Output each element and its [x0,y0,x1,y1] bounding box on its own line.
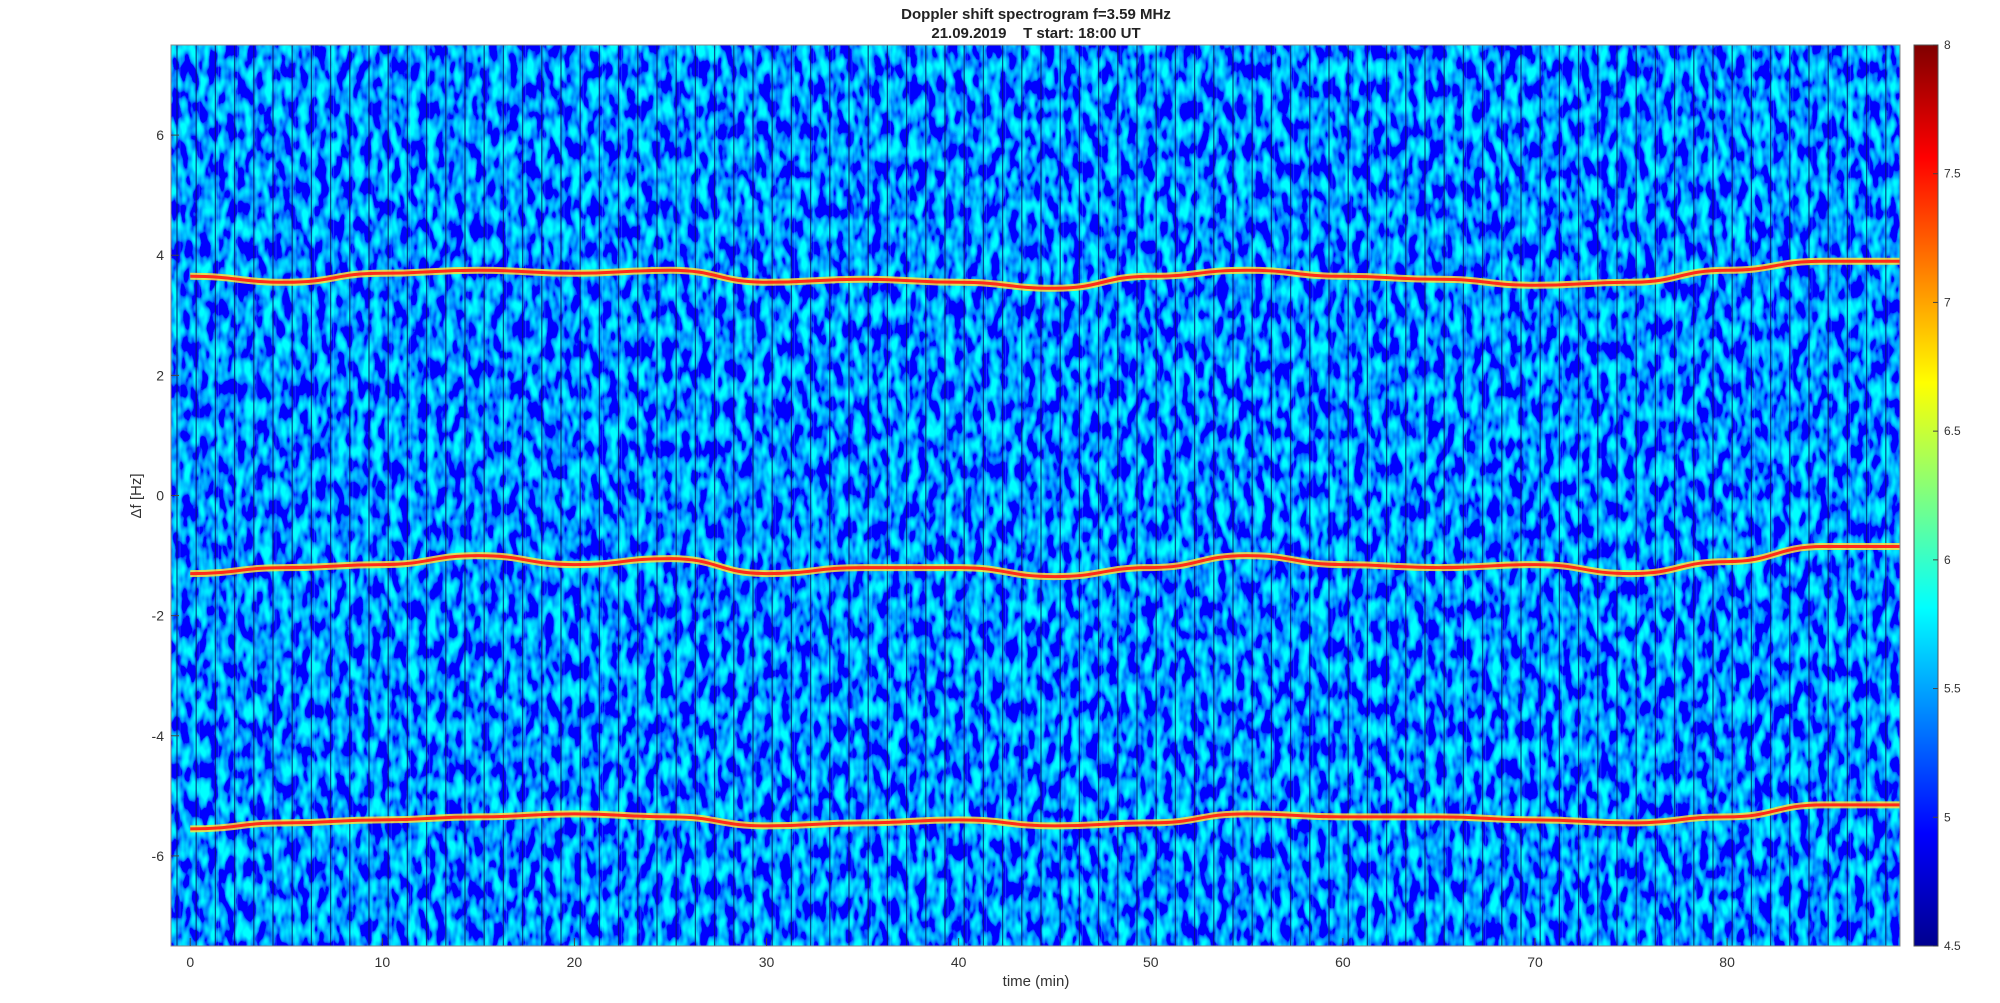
x-tick-label: 60 [1335,954,1351,970]
colorbar-tick-label: 4.5 [1944,939,1961,953]
y-tick-label: 4 [156,247,164,263]
trace-3 [190,803,1900,831]
trace-2 [190,545,1900,579]
x-tick-label: 20 [567,954,583,970]
chart-title: Doppler shift spectrogram f=3.59 MHz [901,6,1171,23]
y-axis: -6 -4 -2 0 2 4 6 [152,127,179,864]
x-tick-label: 50 [1143,954,1159,970]
colorbar [1913,44,1939,947]
plot-area [171,45,1900,946]
colorbar-tick-label: 7.5 [1944,167,1961,181]
x-tick-label: 80 [1719,954,1735,970]
colorbar-tick-label: 7 [1944,295,1951,309]
y-tick-label: 2 [156,367,164,383]
x-axis-label: time (min) [1003,973,1070,990]
x-tick-label: 40 [951,954,967,970]
y-tick-label: -6 [152,848,165,864]
colorbar-tick-label: 8 [1944,38,1951,52]
colorbar-tick-label: 5.5 [1944,682,1961,696]
x-tick-label: 0 [186,954,194,970]
colorbar-tick-label: 6.5 [1944,424,1961,438]
x-tick-label: 10 [375,954,391,970]
vertical-stripes [176,45,1890,946]
x-tick-label: 70 [1527,954,1543,970]
colorbar-tick-label: 6 [1944,553,1951,567]
noise-texture [171,45,1900,946]
y-tick-label: -4 [152,728,165,744]
chart-subtitle: 21.09.2019 T start: 18:00 UT [931,25,1140,42]
colorbar-ticks: 4.5 5 5.5 6 6.5 7 7.5 8 [1933,38,1961,953]
x-tick-label: 30 [759,954,775,970]
y-tick-label: -2 [152,608,165,624]
trace-1 [190,259,1900,290]
doppler-traces [190,257,1900,833]
y-tick-label: 0 [156,488,164,504]
y-tick-label: 6 [156,127,164,143]
colorbar-tick-label: 5 [1944,810,1951,824]
x-axis: 0 10 20 30 40 50 60 70 80 [186,938,1735,970]
y-axis-label: Δf [Hz] [128,473,145,518]
